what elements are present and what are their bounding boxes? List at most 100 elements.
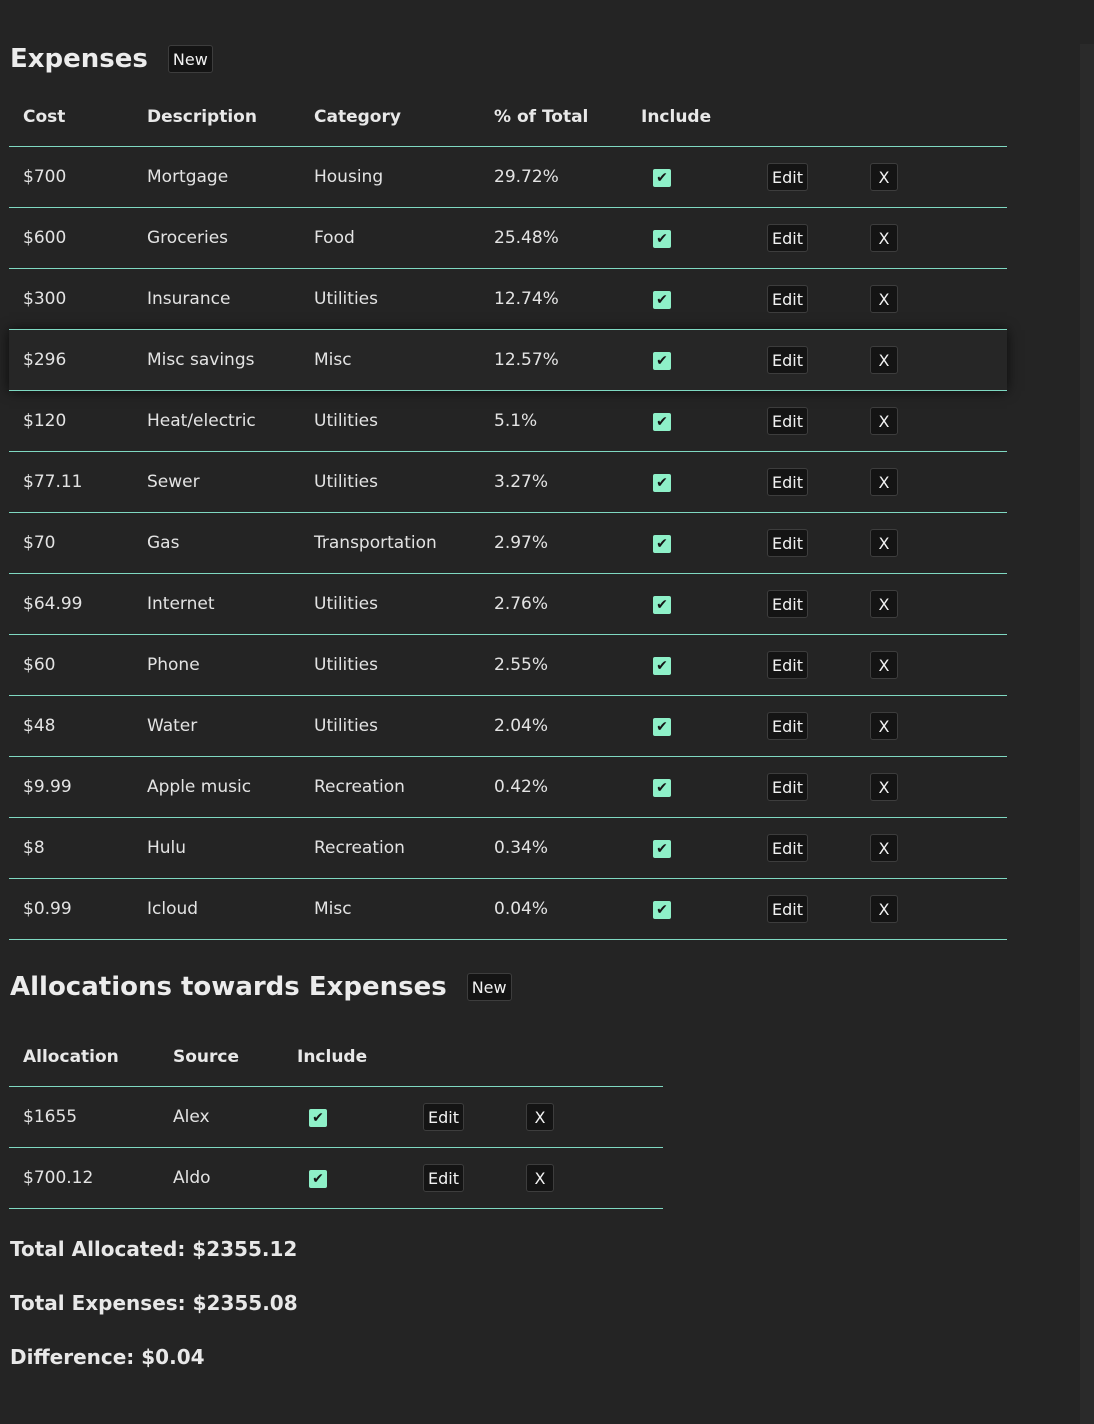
edit-button[interactable]: Edit bbox=[767, 407, 808, 435]
table-row: $60 Phone Utilities 2.55% ✔ Edit X bbox=[9, 635, 1007, 696]
totals-summary: Total Allocated: $2355.12 Total Expenses… bbox=[0, 1237, 1094, 1369]
cell-percent: 2.55% bbox=[494, 655, 549, 675]
cell-description: Phone bbox=[147, 655, 200, 675]
cell-category: Utilities bbox=[314, 289, 378, 309]
new-expense-button[interactable]: New bbox=[167, 45, 213, 73]
checkbox-checked-icon[interactable]: ✔ bbox=[653, 535, 671, 553]
cell-percent: 12.74% bbox=[494, 289, 559, 309]
cell-allocation: $700.12 bbox=[23, 1168, 94, 1188]
cell-percent: 0.04% bbox=[494, 899, 549, 919]
cell-cost: $9.99 bbox=[23, 777, 72, 797]
cell-category: Food bbox=[314, 228, 355, 248]
checkbox-checked-icon[interactable]: ✔ bbox=[653, 413, 671, 431]
allocations-header-row: Allocation Source Include bbox=[9, 1028, 663, 1087]
new-allocation-button[interactable]: New bbox=[466, 973, 512, 1001]
cell-cost: $296 bbox=[23, 350, 67, 370]
cell-edit: Edit bbox=[753, 269, 856, 330]
edit-button[interactable]: Edit bbox=[423, 1103, 464, 1131]
checkbox-checked-icon[interactable]: ✔ bbox=[653, 230, 671, 248]
delete-button[interactable]: X bbox=[870, 895, 898, 923]
table-row: $0.99 Icloud Misc 0.04% ✔ Edit X bbox=[9, 879, 1007, 940]
delete-button[interactable]: X bbox=[870, 590, 898, 618]
delete-button[interactable]: X bbox=[870, 468, 898, 496]
page-edge bbox=[1080, 44, 1094, 1424]
delete-button[interactable]: X bbox=[526, 1103, 554, 1131]
cell-edit: Edit bbox=[753, 879, 856, 940]
checkbox-checked-icon[interactable]: ✔ bbox=[653, 291, 671, 309]
delete-button[interactable]: X bbox=[870, 346, 898, 374]
cell-category: Utilities bbox=[314, 655, 378, 675]
checkbox-checked-icon[interactable]: ✔ bbox=[653, 901, 671, 919]
cell-category: Recreation bbox=[314, 777, 405, 797]
cell-delete: X bbox=[856, 757, 1007, 818]
cell-cost: $700 bbox=[23, 167, 67, 187]
cell-cost: $77.11 bbox=[23, 472, 83, 492]
edit-button[interactable]: Edit bbox=[767, 895, 808, 923]
delete-button[interactable]: X bbox=[870, 285, 898, 313]
delete-button[interactable]: X bbox=[526, 1164, 554, 1192]
delete-button[interactable]: X bbox=[870, 651, 898, 679]
checkbox-checked-icon[interactable]: ✔ bbox=[653, 840, 671, 858]
cell-allocation: $1655 bbox=[23, 1107, 78, 1127]
edit-button[interactable]: Edit bbox=[767, 346, 808, 374]
cell-category: Transportation bbox=[314, 533, 437, 553]
cell-delete: X bbox=[856, 452, 1007, 513]
edit-button[interactable]: Edit bbox=[423, 1164, 464, 1192]
edit-button[interactable]: Edit bbox=[767, 529, 808, 557]
column-header-edit bbox=[409, 1028, 512, 1087]
allocations-header: Allocations towards Expenses New bbox=[10, 972, 1094, 1002]
edit-button[interactable]: Edit bbox=[767, 712, 808, 740]
cell-edit: Edit bbox=[753, 391, 856, 452]
checkbox-checked-icon[interactable]: ✔ bbox=[309, 1170, 327, 1188]
cell-delete: X bbox=[856, 208, 1007, 269]
table-row: $296 Misc savings Misc 12.57% ✔ Edit X bbox=[9, 329, 1007, 391]
checkbox-checked-icon[interactable]: ✔ bbox=[653, 657, 671, 675]
checkbox-checked-icon[interactable]: ✔ bbox=[653, 352, 671, 370]
table-row: $300 Insurance Utilities 12.74% ✔ Edit X bbox=[9, 269, 1007, 330]
cell-edit: Edit bbox=[409, 1148, 512, 1209]
table-row: $120 Heat/electric Utilities 5.1% ✔ Edit X bbox=[9, 391, 1007, 452]
delete-button[interactable]: X bbox=[870, 163, 898, 191]
edit-button[interactable]: Edit bbox=[767, 224, 808, 252]
checkbox-checked-icon[interactable]: ✔ bbox=[309, 1109, 327, 1127]
checkbox-checked-icon[interactable]: ✔ bbox=[653, 596, 671, 614]
cell-edit: Edit bbox=[753, 818, 856, 879]
cell-edit: Edit bbox=[753, 696, 856, 757]
cell-include: ✔ bbox=[627, 147, 753, 208]
edit-button[interactable]: Edit bbox=[767, 773, 808, 801]
edit-button[interactable]: Edit bbox=[767, 590, 808, 618]
cell-cost: $120 bbox=[23, 411, 67, 431]
cell-delete: X bbox=[512, 1148, 663, 1209]
checkbox-checked-icon[interactable]: ✔ bbox=[653, 718, 671, 736]
table-row: $70 Gas Transportation 2.97% ✔ Edit X bbox=[9, 513, 1007, 574]
table-row: $9.99 Apple music Recreation 0.42% ✔ Edit X bbox=[9, 757, 1007, 818]
edit-button[interactable]: Edit bbox=[767, 163, 808, 191]
cell-category: Utilities bbox=[314, 411, 378, 431]
edit-button[interactable]: Edit bbox=[767, 834, 808, 862]
delete-button[interactable]: X bbox=[870, 834, 898, 862]
table-row: $700.12 Aldo ✔ Edit X bbox=[9, 1148, 663, 1209]
delete-button[interactable]: X bbox=[870, 773, 898, 801]
cell-edit: Edit bbox=[753, 330, 856, 391]
edit-button[interactable]: Edit bbox=[767, 651, 808, 679]
cell-description: Icloud bbox=[147, 899, 199, 919]
cell-delete: X bbox=[856, 818, 1007, 879]
edit-button[interactable]: Edit bbox=[767, 468, 808, 496]
column-header-cost: Cost bbox=[23, 107, 66, 127]
cell-delete: X bbox=[856, 574, 1007, 635]
checkbox-checked-icon[interactable]: ✔ bbox=[653, 169, 671, 187]
column-header-source: Source bbox=[173, 1047, 240, 1067]
cell-edit: Edit bbox=[753, 452, 856, 513]
cell-source: Aldo bbox=[173, 1168, 211, 1188]
cell-edit: Edit bbox=[753, 513, 856, 574]
checkbox-checked-icon[interactable]: ✔ bbox=[653, 779, 671, 797]
cell-description: Water bbox=[147, 716, 198, 736]
delete-button[interactable]: X bbox=[870, 529, 898, 557]
delete-button[interactable]: X bbox=[870, 224, 898, 252]
checkbox-checked-icon[interactable]: ✔ bbox=[653, 474, 671, 492]
edit-button[interactable]: Edit bbox=[767, 285, 808, 313]
column-header-category: Category bbox=[314, 107, 401, 127]
delete-button[interactable]: X bbox=[870, 407, 898, 435]
delete-button[interactable]: X bbox=[870, 712, 898, 740]
allocations-table: Allocation Source Include $1655 Alex ✔ Edit… bbox=[9, 1028, 663, 1209]
